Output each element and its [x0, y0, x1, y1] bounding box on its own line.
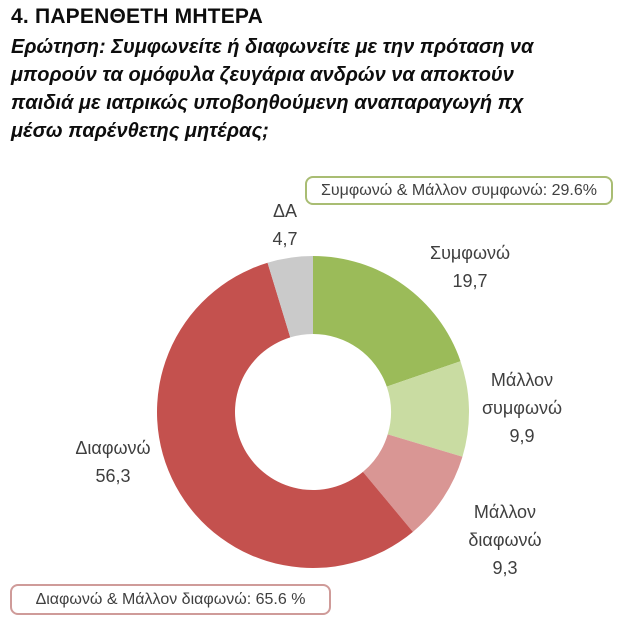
slice-label-text: συμφωνώ — [481, 398, 563, 418]
question-line: μέσω παρένθετης μητέρας; — [11, 120, 269, 142]
slice-label-text: ΔΑ — [272, 201, 298, 221]
slice-label-text: Διαφωνώ — [75, 438, 151, 458]
donut-slice-0 — [313, 256, 461, 387]
disagree-total-text: Διαφωνώ & Μάλλον διαφωνώ: 65.6 % — [35, 590, 306, 608]
slice-value: 19,7 — [452, 271, 488, 291]
donut-slice-4 — [267, 256, 313, 338]
question-line: Ερώτηση: Συμφωνείτε ή διαφωνείτε με την … — [11, 36, 534, 58]
slice-value: 4,7 — [272, 229, 298, 249]
slice-label-disagree: Διαφωνώ 56,3 — [75, 434, 150, 490]
question-line: παιδιά με ιατρικώς υποβοηθούμενη αναπαρα… — [11, 92, 524, 114]
disagree-total-callout: Διαφωνώ & Μάλλον διαφωνώ: 65.6 % — [10, 584, 331, 615]
slice-label-text: Μάλλον — [490, 370, 554, 390]
donut-slice-2 — [362, 434, 463, 532]
page-title: 4. ΠΑΡΕΝΘΕΤΗ ΜΗΤΕΡΑ — [11, 5, 263, 28]
agree-total-callout: Συμφωνώ & Μάλλον συμφωνώ: 29.6% — [305, 176, 613, 205]
slice-label-rather-agree: Μάλλον συμφωνώ 9,9 — [482, 366, 562, 450]
survey-question: Ερώτηση: Συμφωνείτε ή διαφωνείτε με την … — [11, 33, 616, 145]
slice-label-text: διαφωνώ — [468, 530, 542, 550]
slice-value: 9,9 — [509, 426, 535, 446]
slice-value: 56,3 — [95, 466, 131, 486]
slice-label-text: Μάλλον — [473, 502, 537, 522]
slice-label-text: Συμφωνώ — [429, 243, 511, 263]
question-line: μπορούν τα ομόφυλα ζευγάρια ανδρών να απ… — [11, 64, 514, 86]
donut-slice-1 — [386, 361, 470, 457]
slice-label-rather-disagree: Μάλλον διαφωνώ 9,3 — [468, 498, 541, 582]
donut-slice-3 — [157, 262, 413, 569]
slice-label-da: ΔΑ 4,7 — [272, 197, 297, 253]
slice-value: 9,3 — [492, 558, 518, 578]
agree-total-text: Συμφωνώ & Μάλλον συμφωνώ: 29.6% — [321, 181, 597, 199]
slice-label-agree: Συμφωνώ 19,7 — [430, 239, 510, 295]
